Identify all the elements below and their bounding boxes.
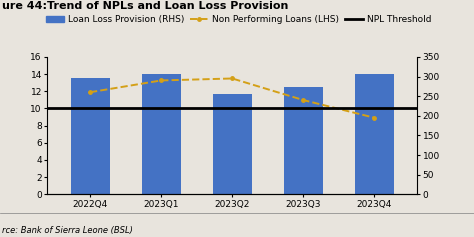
Legend: Loan Loss Provision (RHS), Non Performing Loans (LHS), NPL Threshold: Loan Loss Provision (RHS), Non Performin… xyxy=(43,12,435,28)
Non Performing Loans (LHS) xyxy=(87,91,93,94)
Bar xyxy=(71,78,109,194)
NPL Threshold xyxy=(87,106,93,109)
Non Performing Loans (LHS) xyxy=(372,116,377,119)
Line: Non Performing Loans (LHS): Non Performing Loans (LHS) xyxy=(88,77,376,119)
Bar xyxy=(355,74,394,194)
Non Performing Loans (LHS) xyxy=(301,99,306,101)
Text: ure 44:Trend of NPLs and Loan Loss Provision: ure 44:Trend of NPLs and Loan Loss Provi… xyxy=(2,1,289,11)
Non Performing Loans (LHS) xyxy=(229,77,235,80)
Bar xyxy=(284,87,323,194)
NPL Threshold xyxy=(158,106,164,109)
Text: rce: Bank of Sierra Leone (BSL): rce: Bank of Sierra Leone (BSL) xyxy=(2,226,133,235)
Non Performing Loans (LHS) xyxy=(158,79,164,82)
Bar xyxy=(142,74,181,194)
Bar xyxy=(213,94,252,194)
